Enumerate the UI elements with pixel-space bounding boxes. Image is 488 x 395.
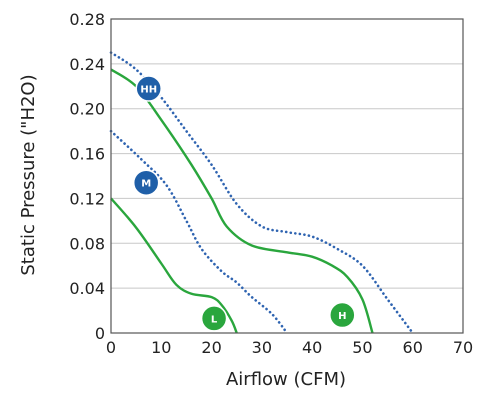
x-axis-title: Airflow (CFM)	[226, 369, 346, 390]
x-tick-label: 0	[106, 338, 116, 357]
grid-lines	[111, 18, 463, 289]
x-tick-label: 20	[201, 338, 221, 357]
series-line-hh	[109, 51, 414, 335]
y-tick-labels: 0 0.04 0.08 0.12 0.16 0.20 0.24 0.28	[69, 10, 105, 343]
y-tick-label: 0	[95, 324, 105, 343]
y-tick-label: 0.04	[69, 279, 105, 298]
series-line-l	[110, 197, 238, 334]
series-marker-l: L	[200, 305, 228, 332]
series-marker-m: M	[132, 169, 160, 196]
series-line-m	[109, 129, 289, 335]
y-tick-label: 0.24	[69, 55, 105, 74]
marker-label: L	[211, 314, 218, 325]
y-tick-label: 0.12	[69, 189, 105, 208]
marker-circle	[200, 305, 228, 332]
axes	[110, 18, 464, 334]
x-tick-label: 50	[352, 338, 372, 357]
y-tick-label: 0.20	[69, 100, 105, 119]
series-layer	[109, 51, 414, 335]
series-marker-h: H	[329, 301, 356, 329]
y-tick-label: 0.08	[69, 234, 105, 253]
plot-frame	[110, 18, 464, 334]
x-tick-label: 30	[252, 338, 272, 357]
x-tick-label: 60	[403, 338, 423, 357]
x-tick-labels: 0 10 20 30 40 50 60 70	[106, 338, 473, 357]
y-tick-label: 0.28	[69, 10, 105, 29]
marker-circle	[135, 75, 162, 102]
x-tick-label: 70	[453, 338, 473, 357]
marker-label: H	[338, 311, 346, 322]
marker-circle	[329, 301, 356, 329]
series-line-h	[110, 68, 374, 334]
series-marker-hh: HH	[135, 75, 162, 102]
x-tick-label: 40	[302, 338, 322, 357]
y-axis-title: Static Pressure ("H2O)	[18, 74, 39, 275]
y-tick-label: 0.16	[69, 145, 105, 164]
marker-circle	[132, 169, 160, 196]
marker-label: M	[141, 179, 151, 190]
marker-label: HH	[140, 85, 157, 96]
x-tick-label: 10	[151, 338, 171, 357]
